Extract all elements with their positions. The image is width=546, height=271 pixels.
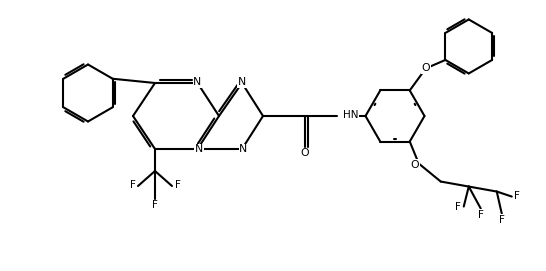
Text: N: N bbox=[239, 144, 248, 154]
Text: O: O bbox=[422, 63, 430, 73]
Text: O: O bbox=[411, 160, 419, 170]
Text: N: N bbox=[193, 77, 201, 87]
Text: F: F bbox=[129, 180, 135, 191]
Text: O: O bbox=[301, 149, 310, 159]
Text: F: F bbox=[175, 180, 180, 191]
Text: F: F bbox=[499, 215, 505, 225]
Text: F: F bbox=[478, 210, 484, 220]
Text: N: N bbox=[238, 77, 246, 87]
Text: F: F bbox=[152, 201, 158, 211]
Text: F: F bbox=[455, 202, 461, 212]
Text: HN: HN bbox=[343, 111, 359, 121]
Text: F: F bbox=[514, 191, 520, 201]
Text: N: N bbox=[195, 144, 203, 154]
